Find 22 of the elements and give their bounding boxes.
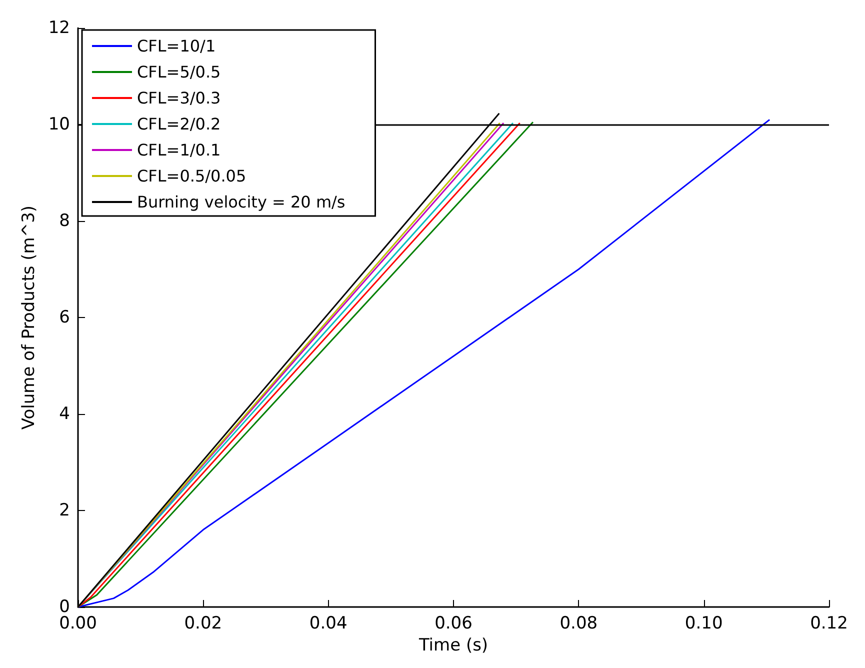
legend-label: CFL=2/0.2 bbox=[137, 114, 221, 134]
y-tick-label: 12 bbox=[48, 18, 70, 38]
legend-label: CFL=5/0.5 bbox=[137, 62, 221, 82]
legend-label: Burning velocity = 20 m/s bbox=[137, 192, 346, 212]
x-axis-title: Time (s) bbox=[418, 636, 488, 656]
x-tick-label: 0.08 bbox=[560, 614, 598, 634]
x-tick-label: 0.10 bbox=[684, 614, 723, 634]
legend-label: CFL=10/1 bbox=[137, 36, 216, 56]
legend-label: CFL=0.5/0.05 bbox=[137, 166, 246, 186]
legend-label: CFL=3/0.3 bbox=[137, 88, 221, 108]
y-axis-title: Volume of Products (m^3) bbox=[18, 205, 39, 430]
x-tick-label: 0.02 bbox=[184, 614, 222, 634]
y-tick-label: 10 bbox=[48, 114, 70, 134]
line-series bbox=[77, 118, 770, 608]
legend-label: CFL=1/0.1 bbox=[137, 140, 221, 160]
x-tick-label: 0.06 bbox=[434, 614, 472, 634]
y-tick-label: 4 bbox=[59, 404, 70, 424]
x-tick-label: 0.12 bbox=[810, 614, 848, 634]
y-tick-label: 2 bbox=[59, 500, 70, 520]
y-tick-label: 6 bbox=[59, 308, 70, 328]
x-tick-label: 0.04 bbox=[309, 614, 348, 634]
y-tick-label: 8 bbox=[59, 211, 70, 231]
